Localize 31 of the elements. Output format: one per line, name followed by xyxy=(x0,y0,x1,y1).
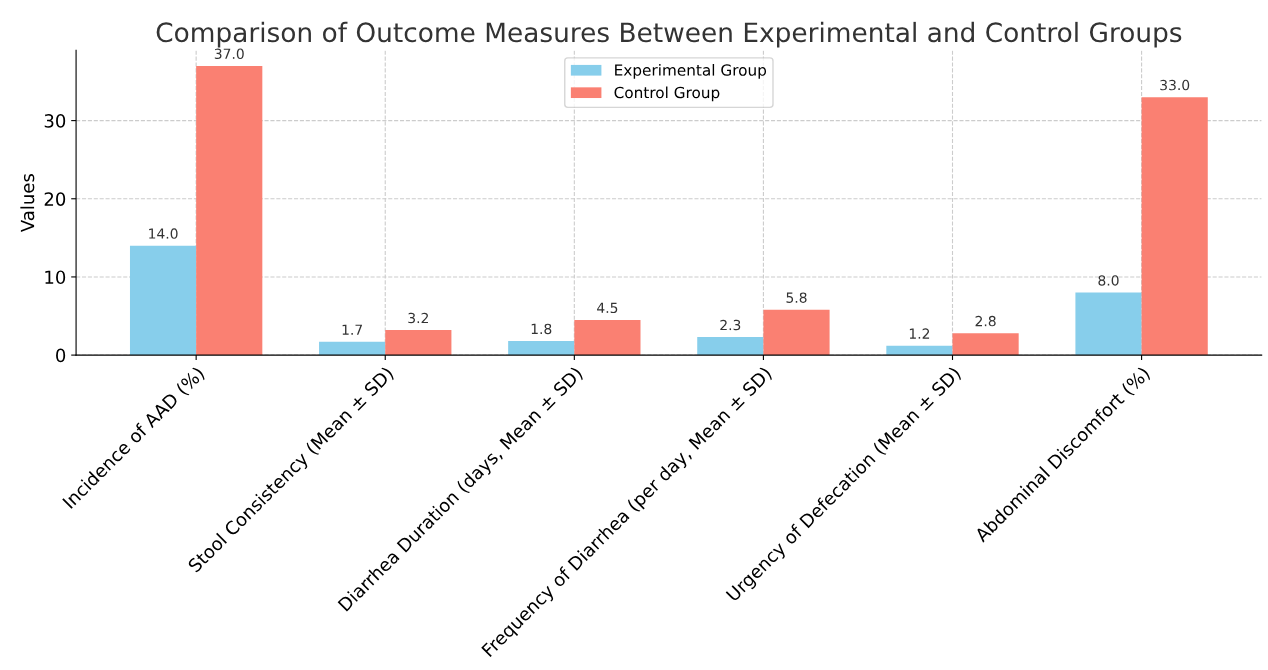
data-label: 14.0 xyxy=(149,228,178,239)
data-label: 1.2 xyxy=(909,328,930,339)
bar xyxy=(385,330,452,356)
data-label: 4.5 xyxy=(597,302,618,314)
data-label: 2.3 xyxy=(720,319,741,331)
y-tick-label: 20 xyxy=(44,192,66,206)
data-label: 8.0 xyxy=(1098,275,1119,286)
bar xyxy=(196,65,263,356)
bar xyxy=(697,337,764,356)
data-label: 5.8 xyxy=(786,292,807,303)
bar xyxy=(319,341,386,356)
chart-title: Comparison of Outcome Measures Between Experimental and Control Groups xyxy=(156,21,1182,48)
data-label: 3.2 xyxy=(408,312,428,324)
data-label: 1.8 xyxy=(531,323,552,335)
data-label: 1.7 xyxy=(342,324,363,335)
bar xyxy=(763,309,830,356)
bar xyxy=(129,245,197,356)
bar xyxy=(952,333,1019,356)
legend-label: Experimental Group xyxy=(615,64,767,79)
data-label: 33.0 xyxy=(1160,79,1190,91)
y-tick-label: 0 xyxy=(56,348,66,363)
y-axis-title: Values xyxy=(20,174,35,233)
data-label: 2.8 xyxy=(975,315,996,327)
bar xyxy=(574,319,641,356)
y-tick-label: 10 xyxy=(45,270,66,285)
y-tick-label: 30 xyxy=(44,114,66,128)
bar xyxy=(1141,97,1208,356)
legend-label: Control Group xyxy=(614,86,720,102)
bar xyxy=(1075,292,1142,356)
data-label: 37.0 xyxy=(214,48,244,60)
bar xyxy=(508,341,575,356)
